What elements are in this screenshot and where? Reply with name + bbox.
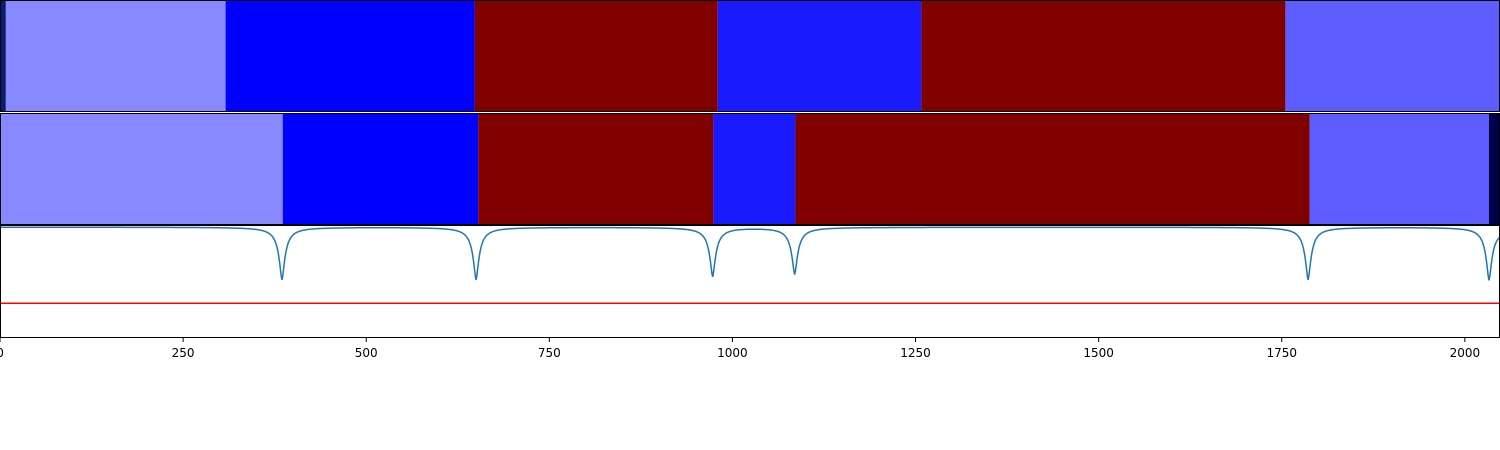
row-0-segment-3	[474, 0, 718, 112]
row-0-segment-1	[5, 0, 226, 112]
segmentation-row-bottom	[0, 113, 1500, 225]
row-1-segment-1	[282, 113, 479, 225]
row-1-segment-4	[795, 113, 1310, 225]
signal-line	[0, 226, 1500, 281]
row-1-segment-5	[1309, 113, 1490, 225]
x-tick-label-5: 1250	[900, 346, 931, 360]
x-tick-label-1: 250	[172, 346, 195, 360]
row-0-segment-4	[717, 0, 922, 112]
row-0-segment-6	[1285, 0, 1500, 112]
row-0-segment-0	[0, 0, 6, 112]
x-tick-label-2: 500	[355, 346, 378, 360]
row-1-segment-2	[478, 113, 714, 225]
signal-panel-frame	[0, 225, 1500, 338]
x-tick-label-7: 1750	[1266, 346, 1297, 360]
x-tick-label-3: 750	[538, 346, 561, 360]
signal-panel	[0, 226, 1500, 305]
x-axis: 0 250 500 750 1000 1250 1500 1750 2000	[0, 338, 1480, 360]
x-tick-label-8: 2000	[1450, 346, 1481, 360]
x-tick-label-0: 0	[0, 346, 4, 360]
row-1-segment-0	[0, 113, 283, 225]
row-1-segment-6	[1489, 113, 1500, 225]
row-1-segment-3	[713, 113, 796, 225]
row-0-segment-2	[225, 0, 475, 112]
x-tick-label-6: 1500	[1083, 346, 1114, 360]
row-0-segment-5	[921, 0, 1286, 112]
x-tick-label-4: 1000	[717, 346, 748, 360]
segmentation-row-top	[0, 0, 1500, 112]
